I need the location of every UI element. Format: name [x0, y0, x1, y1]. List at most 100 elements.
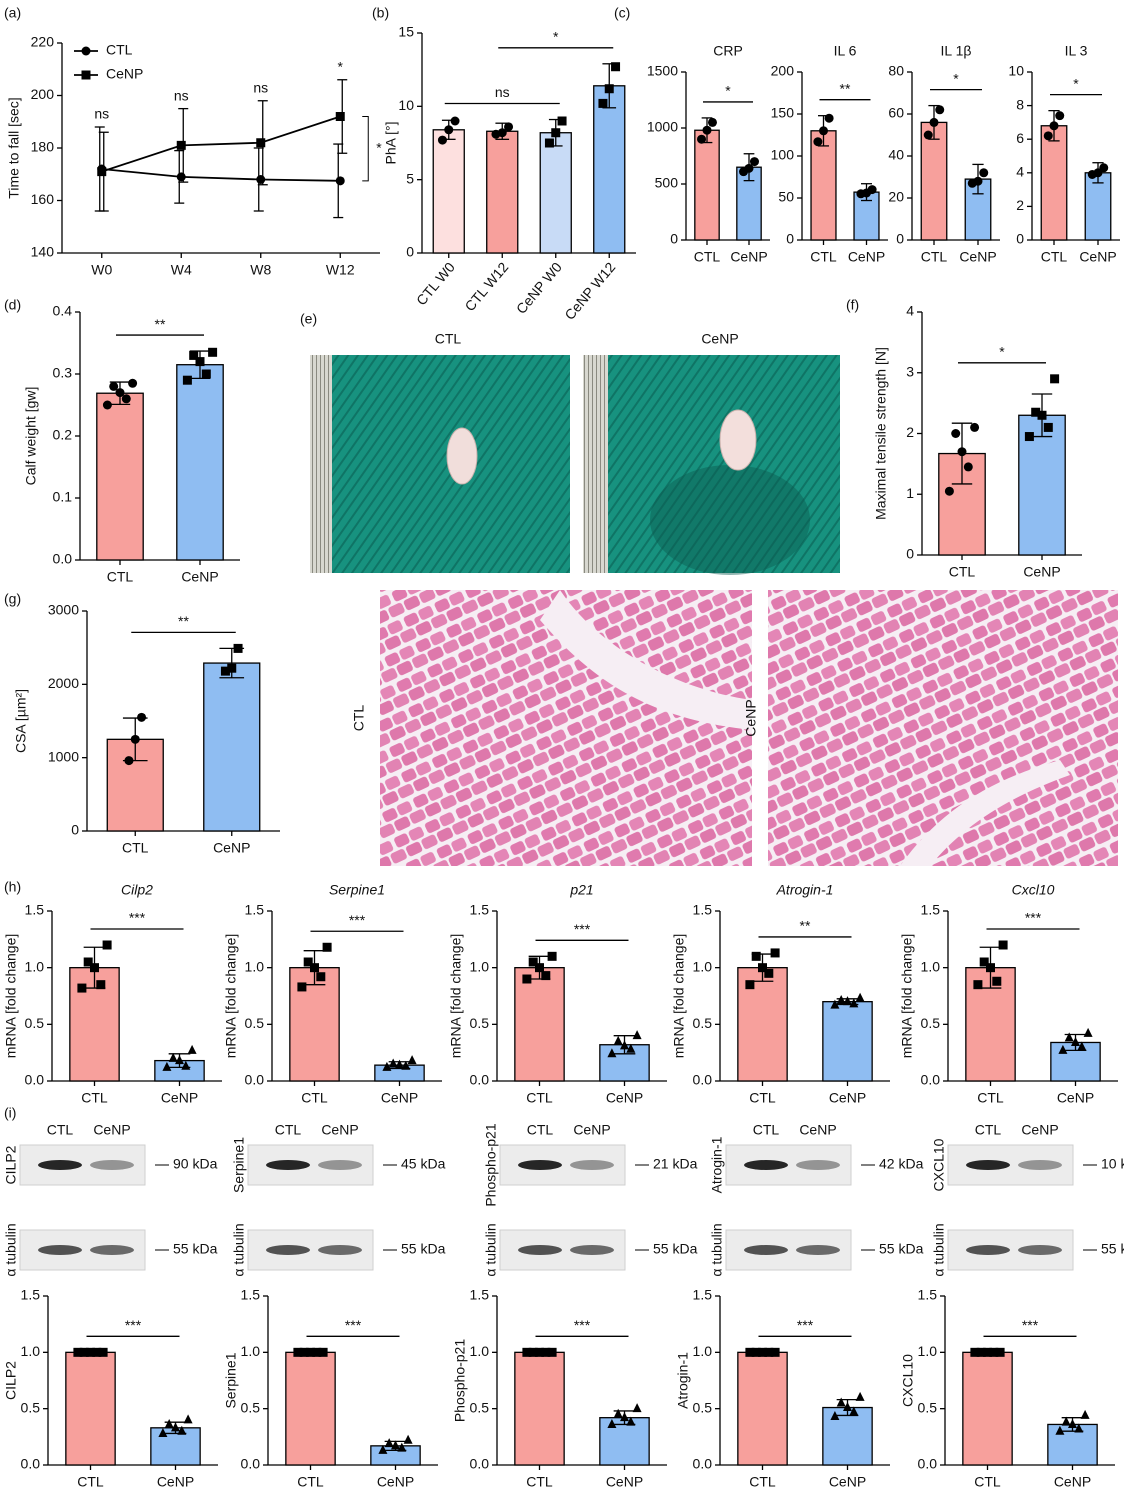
y-tick-label: 200 [31, 86, 55, 102]
y-tick-label: 80 [888, 63, 904, 79]
blot-protein-label: α tubulin [931, 1223, 947, 1276]
data-point [1083, 1027, 1093, 1037]
data-point [929, 117, 939, 127]
blot-band [796, 1160, 840, 1170]
data-point [195, 357, 205, 367]
data-point [611, 62, 621, 72]
chart-title: IL 3 [1065, 43, 1088, 59]
y-tick-label: 1.0 [693, 958, 713, 974]
data-point [130, 734, 140, 744]
significance-label: *** [1025, 910, 1042, 926]
bar [514, 967, 565, 1082]
y-tick-label: 1500 [647, 63, 678, 79]
y-tick-label: 1.0 [241, 1343, 261, 1359]
data-point [522, 974, 532, 984]
data-point [1077, 1041, 1087, 1051]
blot-protein-label: CILP2 [3, 1145, 19, 1184]
blot-band [570, 1245, 614, 1255]
data-point [181, 1060, 191, 1070]
y-tick-label: 140 [31, 244, 55, 260]
bar [694, 129, 720, 241]
y-tick-label: 0 [406, 244, 414, 260]
point-label: ns [174, 87, 189, 103]
panel-label: (a) [4, 5, 21, 21]
data-point [124, 756, 134, 766]
data-point [83, 957, 93, 967]
x-tick-label: CTL [974, 1474, 1001, 1490]
data-point [824, 113, 834, 123]
data-point [963, 462, 973, 472]
y-tick-label: 2000 [48, 675, 79, 691]
bar [96, 392, 144, 561]
data-point [1055, 1425, 1065, 1435]
kda-label: 90 kDa [173, 1156, 218, 1172]
y-tick-label: 0.0 [21, 1456, 41, 1472]
y-tick-label: 1000 [647, 119, 678, 135]
data-point [547, 951, 557, 961]
y-tick-label: 1.5 [693, 902, 713, 918]
data-point [970, 422, 980, 432]
y-tick-label: 0.0 [918, 1456, 938, 1472]
significance-label: ns [495, 84, 510, 100]
significance-label: *** [1022, 1317, 1039, 1333]
data-point [378, 1444, 388, 1454]
y-tick-label: 1.0 [21, 1343, 41, 1359]
data-point [855, 992, 865, 1002]
data-point [541, 1347, 551, 1357]
y-tick-label: 150 [771, 105, 795, 121]
y-axis-label: CSA [µm²] [13, 689, 29, 753]
blot-membrane [499, 1144, 626, 1186]
y-tick-label: 6 [1016, 130, 1024, 146]
y-tick-label: 0.1 [53, 489, 73, 505]
y-tick-label: 0.5 [693, 1399, 713, 1415]
data-point [992, 976, 1002, 986]
blot-band [518, 1160, 562, 1170]
x-tick-label: CeNP [959, 249, 996, 265]
y-tick-label: 40 [888, 147, 904, 163]
blot-band [570, 1160, 614, 1170]
chart-title: p21 [569, 882, 593, 898]
blot-band [266, 1245, 310, 1255]
data-point [256, 175, 266, 184]
data-point [935, 105, 945, 115]
data-point [322, 942, 332, 952]
x-tick-label: CeNP [1023, 564, 1060, 580]
y-axis-label: PhA [°] [383, 122, 399, 165]
ruler [310, 355, 332, 573]
y-tick-label: 0 [906, 546, 914, 562]
data-point [1058, 1044, 1068, 1054]
data-point [175, 1055, 184, 1065]
significance-label: * [376, 139, 382, 155]
x-tick-label: W4 [171, 262, 192, 278]
data-point [109, 381, 119, 391]
y-tick-label: 160 [31, 191, 55, 207]
data-point [843, 1402, 852, 1412]
blot-band [1018, 1160, 1062, 1170]
y-tick-label: 1.0 [470, 958, 490, 974]
lane-label: CTL [527, 1122, 554, 1138]
y-tick-label: 5 [406, 170, 414, 186]
y-tick-label: 0 [896, 231, 904, 247]
significance-label: *** [125, 1317, 142, 1333]
data-point [1043, 422, 1053, 432]
y-tick-label: 0.0 [470, 1456, 490, 1472]
y-tick-label: 60 [888, 105, 904, 121]
bar [920, 121, 948, 241]
data-point [128, 378, 138, 388]
data-point [102, 400, 112, 410]
y-tick-label: 1.0 [921, 958, 941, 974]
point-label: * [338, 58, 344, 74]
data-point [626, 1043, 636, 1053]
y-axis-label: Atrogin-1 [675, 1352, 691, 1409]
data-point [998, 940, 1008, 950]
blot-band [796, 1245, 840, 1255]
panel-label: (e) [300, 311, 317, 327]
y-axis-label: mRNA [fold change] [3, 934, 19, 1059]
data-point [707, 117, 717, 127]
data-point [989, 1347, 999, 1357]
bar [486, 130, 519, 254]
data-point [764, 968, 774, 978]
data-point [382, 1061, 392, 1071]
data-point [183, 1414, 193, 1424]
data-point [227, 663, 237, 673]
